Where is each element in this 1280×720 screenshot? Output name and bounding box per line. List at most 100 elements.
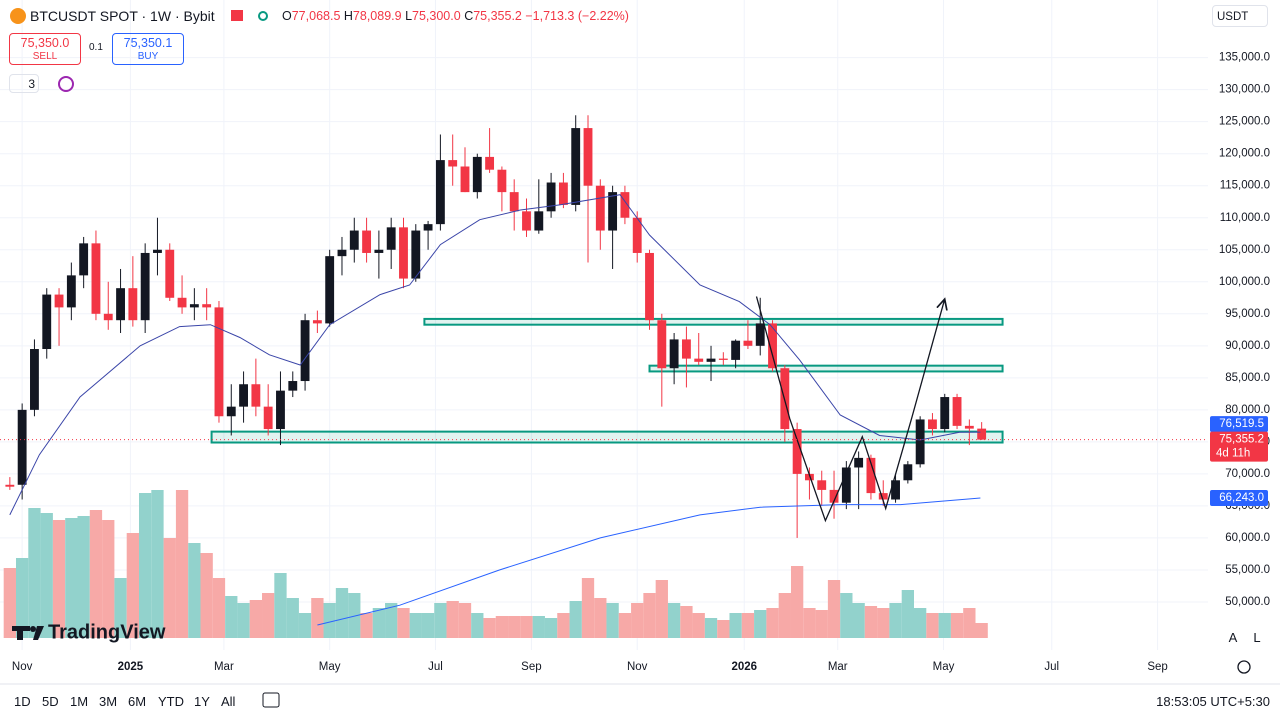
- volume-bar: [643, 593, 656, 638]
- candle-body: [312, 320, 322, 324]
- sync-icon[interactable]: [58, 76, 74, 92]
- x-tick-label: May: [319, 661, 341, 673]
- scale-button[interactable]: A: [1228, 630, 1238, 645]
- calendar-icon[interactable]: [262, 692, 280, 708]
- candle-body: [841, 467, 851, 503]
- candle-body: [928, 419, 937, 430]
- settings-icon[interactable]: [1237, 660, 1251, 674]
- volume-bar: [889, 603, 902, 638]
- candle-body: [153, 249, 162, 253]
- volume-bar: [77, 516, 90, 638]
- candle-body: [522, 211, 531, 231]
- range-button[interactable]: 1Y: [194, 694, 210, 709]
- candle-body: [891, 480, 900, 500]
- candle-body: [399, 227, 408, 279]
- price-zone: [423, 317, 1004, 326]
- volume-bar: [372, 608, 386, 638]
- ohlc-label: C: [464, 9, 474, 23]
- volume-bar: [102, 520, 115, 638]
- scale-button[interactable]: L: [1253, 630, 1261, 645]
- volume-bar: [508, 616, 521, 638]
- currency-selector[interactable]: USDT: [1212, 5, 1268, 27]
- candle-body: [940, 397, 950, 430]
- price-zone: [210, 430, 1004, 444]
- candle-body: [374, 249, 384, 253]
- range-button[interactable]: 1M: [70, 694, 89, 709]
- buy-price: 75,350.1: [123, 36, 173, 50]
- y-tick-label: 115,000.0: [1220, 180, 1270, 192]
- candle-body: [755, 323, 765, 346]
- flag-icon[interactable]: [231, 10, 243, 21]
- candle-body: [558, 182, 568, 205]
- price-label: 76,519.5: [1219, 418, 1264, 430]
- volume-bar: [667, 603, 681, 638]
- volume-bar: [803, 608, 816, 638]
- candle-body: [669, 339, 679, 369]
- candle-body: [743, 340, 753, 346]
- candle-body: [214, 307, 224, 417]
- volume-bar: [569, 601, 582, 638]
- quantity[interactable]: 0.1: [89, 42, 103, 53]
- candle-body: [964, 425, 974, 429]
- volume-bar: [790, 566, 804, 638]
- candle-body: [300, 320, 310, 382]
- x-tick-label: 2025: [118, 661, 144, 673]
- range-button[interactable]: 3M: [99, 694, 118, 709]
- moving-average-fast: [9, 194, 981, 516]
- candle-body: [952, 397, 962, 426]
- ohlc-value: 78,089.9: [352, 9, 402, 23]
- candle-body: [829, 489, 839, 503]
- volume-bar: [225, 596, 238, 638]
- price-label-box: [1210, 489, 1268, 506]
- candle-body: [595, 185, 605, 231]
- volume-bar: [249, 600, 263, 638]
- volume-bar: [618, 613, 632, 638]
- candle-body: [362, 230, 372, 253]
- volume-bar: [409, 613, 422, 638]
- sell-label: SELL: [32, 51, 58, 62]
- volume-bar: [877, 608, 890, 638]
- candle-body: [460, 166, 470, 193]
- candle-body: [17, 409, 27, 485]
- x-tick-label: Nov: [627, 661, 648, 673]
- currency: USDT: [1217, 11, 1249, 23]
- range-button[interactable]: All: [221, 694, 236, 709]
- candle-body: [116, 288, 125, 321]
- volume-bar: [212, 578, 226, 638]
- buy-button[interactable]: 75,350.1 BUY: [112, 33, 184, 65]
- candle-body: [694, 358, 704, 362]
- y-tick-label: 130,000.0: [1219, 84, 1270, 96]
- candle-body: [681, 339, 691, 359]
- x-tick-label: 2026: [731, 661, 757, 673]
- volume-bar: [421, 613, 435, 638]
- y-tick-label: 60,000.0: [1225, 532, 1270, 544]
- volume-bar: [594, 598, 607, 638]
- volume-bar: [741, 613, 755, 638]
- clock: 18:53:05 UTC+5:30: [1156, 694, 1270, 709]
- candle-body: [42, 294, 52, 350]
- range-button[interactable]: YTD: [158, 694, 184, 709]
- volume-bar: [114, 578, 127, 638]
- volume-bar: [544, 618, 558, 638]
- sell-button[interactable]: 75,350.0 SELL: [9, 33, 81, 65]
- range-button[interactable]: 6M: [128, 694, 147, 709]
- y-tick-label: 85,000.0: [1225, 372, 1270, 384]
- volume-bar: [766, 608, 779, 638]
- symbol[interactable]: BTCUSDT SPOT · 1W · Bybit: [30, 8, 215, 24]
- y-tick-label: 135,000.0: [1219, 52, 1270, 64]
- volume-bar: [52, 520, 66, 638]
- volume-bar: [458, 603, 472, 638]
- buy-label: BUY: [137, 51, 159, 62]
- indicators-toggle[interactable]: 3: [9, 74, 39, 93]
- trend-drawing: [755, 296, 945, 523]
- range-button[interactable]: 1D: [14, 694, 31, 709]
- volume-bar: [938, 613, 951, 638]
- price-label-box: [1210, 431, 1268, 462]
- candle-body: [620, 192, 630, 218]
- candle-body: [189, 304, 199, 308]
- volume-bar: [950, 613, 964, 638]
- candle-body: [706, 358, 716, 362]
- range-button[interactable]: 5D: [42, 694, 59, 709]
